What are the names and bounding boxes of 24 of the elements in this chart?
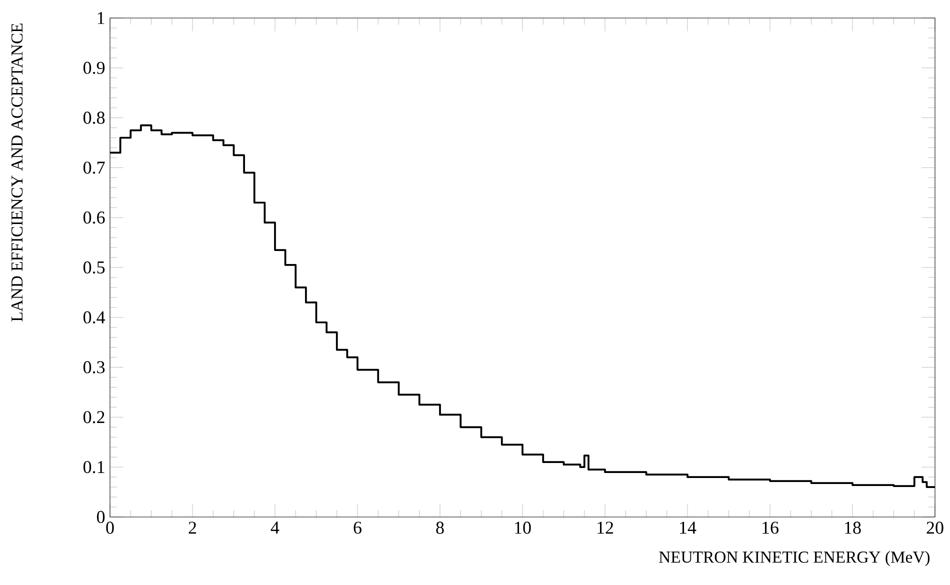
y-tick-label: 0.3 (83, 361, 105, 374)
x-tick-label: 20 (926, 522, 944, 534)
y-tick-label: 0.2 (83, 411, 104, 424)
x-tick-label: 8 (436, 522, 444, 534)
y-tick-label: 0.7 (83, 162, 105, 174)
x-tick-label: 12 (598, 522, 614, 534)
y-tick-label: 0.1 (83, 460, 104, 474)
x-tick-label: 14 (680, 522, 696, 534)
y-axis-title: LAND EFFICIENCY AND ACCEPTANCE (11, 24, 23, 322)
y-tick-label: 0.8 (83, 112, 105, 124)
y-tick-label: 0.4 (83, 311, 106, 324)
x-tick-label: 10 (515, 522, 531, 534)
x-tick-label: 16 (762, 522, 778, 534)
y-tick-label: 0.6 (83, 211, 105, 224)
x-tick-label: 2 (188, 522, 196, 534)
y-tick-label: 1 (98, 12, 104, 24)
y-tick-label: 0.5 (83, 261, 105, 274)
y-tick-label: 0 (96, 510, 105, 524)
x-axis-title: NEUTRON KINETIC ENERGY (MeV) (659, 551, 930, 566)
x-tick-label: 6 (354, 522, 362, 534)
x-tick-label: 18 (845, 522, 861, 534)
x-tick-label: 0 (106, 522, 114, 534)
y-tick-label: 0.9 (83, 62, 105, 74)
x-tick-label: 4 (270, 522, 280, 534)
